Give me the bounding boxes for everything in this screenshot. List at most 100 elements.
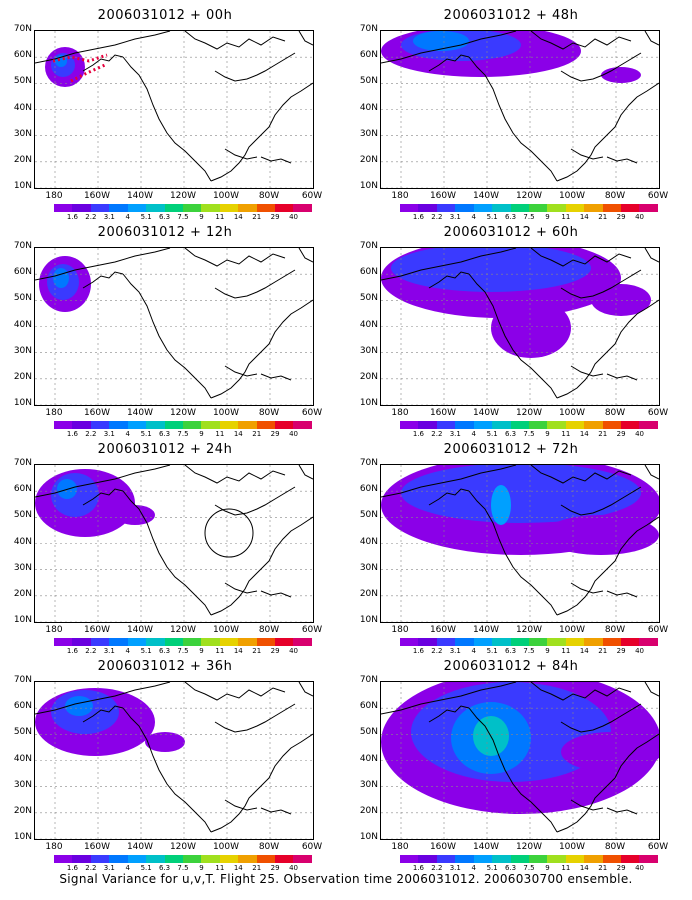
colorbar-label: 9	[545, 430, 550, 438]
colorbar-label: 5.1	[486, 864, 498, 872]
colorbar-label: 1.6	[66, 430, 78, 438]
coastline	[428, 54, 470, 72]
colorbar-swatch	[201, 421, 220, 429]
colorbar-swatch	[584, 638, 603, 646]
coastline	[606, 156, 638, 164]
colorbar-label: 6.3	[158, 864, 171, 872]
coastline	[224, 365, 258, 377]
lon-label: 140W	[126, 191, 154, 201]
coastline	[614, 82, 659, 128]
colorbar-swatch	[72, 421, 91, 429]
colorbar-swatch	[293, 421, 312, 429]
signal-contour	[115, 505, 155, 525]
signal-contour	[591, 284, 651, 316]
colorbar-label: 14	[579, 430, 589, 438]
coastline	[210, 126, 270, 182]
colorbar-label: 3.1	[449, 213, 461, 221]
colorbar-label: 6.3	[504, 647, 517, 655]
lon-label: 80W	[604, 408, 626, 418]
lat-label: 70N	[359, 241, 378, 251]
colorbar-swatch	[639, 204, 658, 212]
lon-label: 100W	[558, 191, 586, 201]
coastline	[530, 248, 632, 267]
signal-contour	[601, 67, 641, 83]
lat-label: 40N	[13, 319, 32, 330]
signal-contour	[65, 696, 93, 716]
lon-label: 160W	[429, 625, 457, 635]
colorbar-swatch	[510, 421, 529, 429]
map-plot	[380, 30, 660, 189]
colorbar-swatch	[400, 421, 419, 429]
lon-label: 100W	[212, 408, 240, 418]
lat-label: 40N	[13, 102, 32, 113]
lat-label: 40N	[359, 753, 378, 764]
colorbar-swatch	[54, 421, 73, 429]
coastline	[570, 799, 604, 811]
colorbar-label: 2.2	[85, 647, 97, 655]
colorbar-swatch	[146, 421, 165, 429]
colorbar-label: 11	[215, 647, 225, 655]
lat-label: 30N	[359, 128, 378, 139]
colorbar-swatch	[201, 638, 220, 646]
coastline	[560, 269, 642, 299]
colorbar-swatch	[256, 421, 276, 429]
colorbar-label: 40	[289, 430, 299, 438]
coastline	[644, 248, 659, 263]
colorbar-swatch	[275, 421, 294, 429]
lat-label: 50N	[359, 293, 378, 304]
coastline	[530, 31, 632, 50]
colorbar-label: 29	[616, 864, 626, 872]
colorbar-swatch	[275, 638, 294, 646]
lon-label: 180	[45, 191, 63, 201]
coastline	[428, 705, 470, 723]
lon-label: 60W	[647, 842, 669, 852]
colorbar-swatch	[639, 638, 658, 646]
lat-label: 50N	[13, 510, 32, 521]
lat-label: 70N	[13, 24, 32, 34]
coastline	[268, 733, 313, 779]
lon-label: 100W	[558, 408, 586, 418]
lon-label: 120W	[515, 191, 543, 201]
colorbar-swatch	[182, 855, 202, 863]
panel-60h: 2006031012 + 60h 70N 60N 50N 40N 30N 20N 10N 18…	[346, 225, 676, 438]
colorbar	[54, 638, 312, 646]
colorbar-label: 1.6	[412, 213, 424, 221]
coastline	[122, 490, 212, 616]
colorbar-swatch	[146, 855, 165, 863]
colorbar-label: 4	[471, 864, 476, 872]
colorbar-swatch	[565, 638, 585, 646]
colorbar-label: 7.5	[177, 864, 189, 872]
colorbar-label: 14	[233, 213, 243, 221]
lon-label: 180	[45, 408, 63, 418]
lon-label: 60W	[301, 408, 323, 418]
colorbar-label: 40	[289, 647, 299, 655]
colorbar-label: 11	[561, 430, 571, 438]
lon-label: 160W	[83, 408, 111, 418]
signal-contour	[53, 268, 69, 288]
coastline	[530, 465, 632, 484]
lat-label: 70N	[359, 24, 378, 34]
lat-label: 20N	[359, 805, 378, 816]
coastline	[82, 488, 124, 506]
lon-label: 100W	[212, 625, 240, 635]
lon-label: 140W	[472, 191, 500, 201]
colorbar-label: 29	[270, 430, 280, 438]
coastline	[556, 343, 616, 399]
lat-label: 60N	[359, 484, 378, 495]
colorbar-label: 9	[545, 864, 550, 872]
coastline	[184, 682, 286, 701]
colorbar-swatch	[219, 638, 239, 646]
colorbar-swatch	[621, 638, 640, 646]
coastline	[606, 590, 638, 598]
colorbar-swatch	[621, 855, 640, 863]
colorbar-label: 1.6	[412, 647, 424, 655]
colorbar-swatch	[182, 421, 202, 429]
colorbar-swatch	[90, 855, 110, 863]
coastline	[556, 126, 616, 182]
lon-label: 140W	[472, 842, 500, 852]
colorbar-label: 6.3	[158, 647, 171, 655]
colorbar-swatch	[418, 421, 437, 429]
lon-label: 120W	[169, 191, 197, 201]
colorbar-label: 6.3	[504, 430, 517, 438]
colorbar-swatch	[127, 855, 147, 863]
